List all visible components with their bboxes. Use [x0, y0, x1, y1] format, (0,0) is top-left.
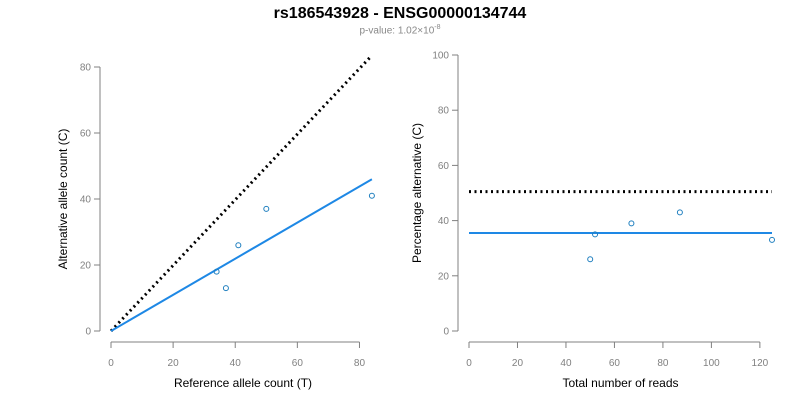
y-tick-label: 20	[80, 261, 92, 272]
x-tick-label: 0	[466, 358, 472, 369]
data-point	[587, 256, 594, 263]
x-axis-label: Total number of reads	[562, 376, 678, 390]
y-tick-label: 40	[438, 216, 450, 227]
y-tick-label: 60	[80, 129, 92, 140]
fit-line	[110, 178, 373, 332]
data-point	[213, 268, 220, 275]
p-value-text: p-value: 1.02×10	[359, 25, 435, 37]
data-point	[235, 242, 242, 249]
y-tick-label: 80	[438, 106, 450, 117]
x-tick-label: 80	[657, 358, 669, 369]
y-axis-label: Percentage alternative (C)	[410, 123, 424, 263]
data-point	[263, 205, 270, 212]
chart-title: rs186543928 - ENSG00000134744	[273, 5, 527, 22]
x-tick-label: 80	[354, 358, 366, 369]
x-tick-label: 20	[512, 358, 524, 369]
data-point	[368, 192, 375, 199]
x-tick-label: 20	[168, 358, 180, 369]
right-panel: 0 20 40 60 80 100 0 20 40 60 80 100 120 Total number …	[410, 51, 775, 390]
y-axis-label: Alternative allele count (C)	[56, 129, 70, 270]
reference-line	[109, 54, 373, 333]
y-tick-label: 40	[80, 195, 92, 206]
p-value-exponent: -8	[434, 24, 441, 31]
data-point	[628, 220, 635, 227]
left-panel: 0 20 40 60 80 0 20 40 60 80 Reference allele count…	[56, 54, 375, 390]
x-tick-label: 60	[292, 358, 304, 369]
data-point	[592, 231, 599, 238]
data-point	[769, 236, 775, 243]
x-tick-label: 40	[560, 358, 572, 369]
y-tick-label: 20	[438, 271, 450, 282]
y-tick-label: 0	[443, 327, 449, 338]
x-tick-label: 60	[609, 358, 621, 369]
x-axis-label: Reference allele count (T)	[174, 376, 312, 390]
y-tick-label: 100	[432, 51, 449, 62]
x-tick-label: 40	[230, 358, 242, 369]
x-tick-label: 120	[752, 358, 769, 369]
x-tick-label: 0	[108, 358, 114, 369]
y-tick-label: 60	[438, 161, 450, 172]
y-tick-label: 0	[85, 327, 91, 338]
data-point	[222, 285, 229, 292]
data-point	[676, 209, 683, 216]
y-tick-label: 80	[80, 63, 92, 74]
x-tick-label: 100	[703, 358, 720, 369]
chart-subtitle: p-value: 1.02×10-8	[0, 24, 800, 36]
